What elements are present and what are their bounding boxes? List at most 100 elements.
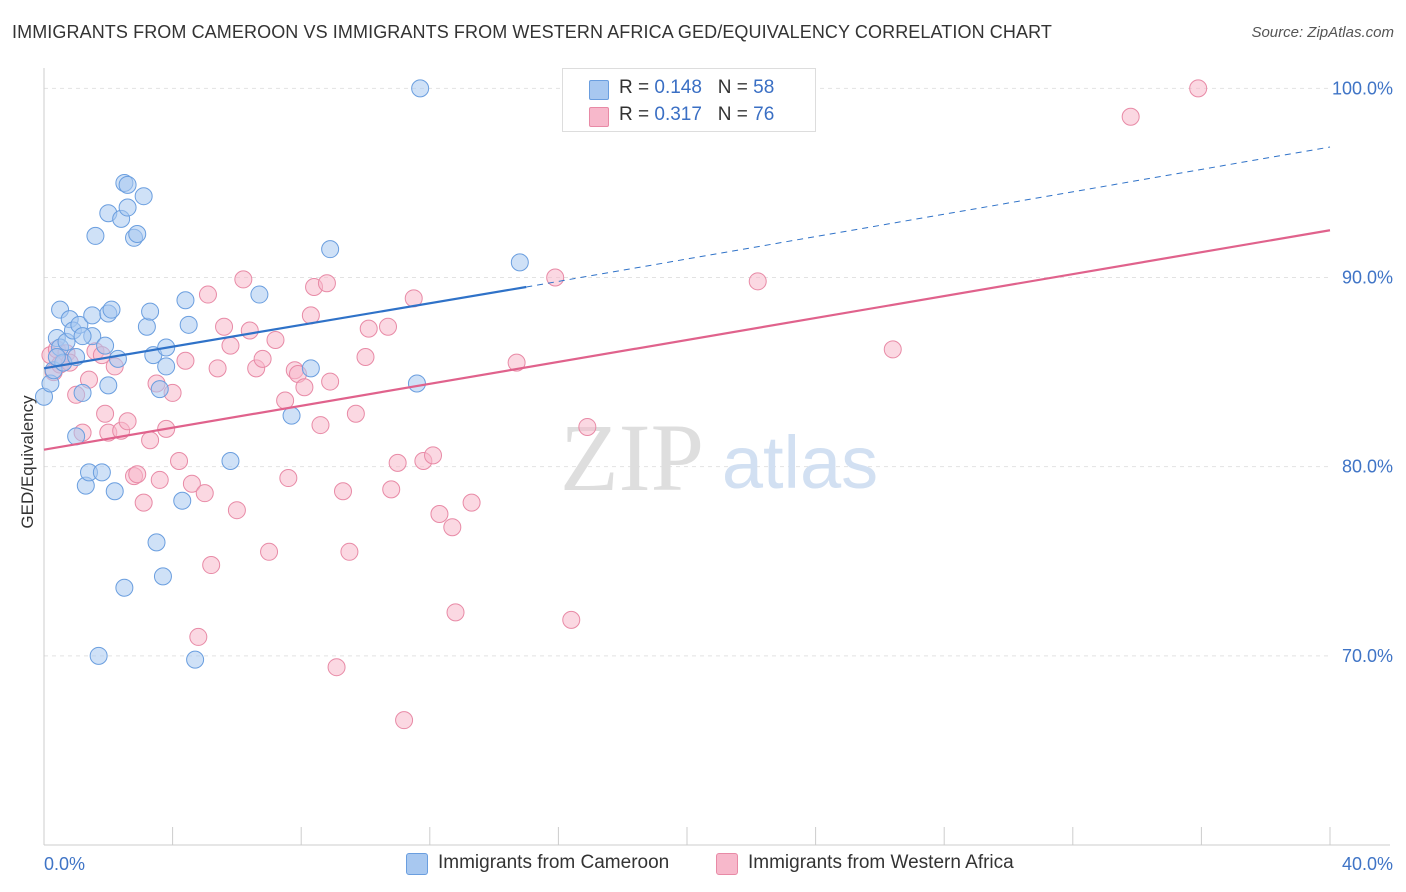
cameroon-point (407, 374, 426, 393)
western-africa-point (317, 274, 336, 293)
western-africa-point (182, 474, 201, 493)
legend-n-label: N = (717, 104, 754, 125)
cameroon-point (510, 253, 529, 272)
western-africa-point (195, 484, 214, 503)
grid-lines (44, 87, 1330, 657)
cameroon-point (173, 491, 192, 510)
cameroon-swatch-icon (589, 80, 609, 100)
cameroon-point (153, 567, 172, 586)
western-africa-point (748, 272, 767, 291)
cameroon-point (321, 240, 340, 259)
western-africa-point (170, 452, 189, 471)
x-tick-label: 0.0% (44, 854, 85, 874)
western-africa-point (198, 285, 217, 304)
western-africa-point (379, 317, 398, 336)
legend-r-value: 0.148 (654, 77, 702, 98)
cameroon-point (73, 383, 92, 402)
cameroon-point (47, 347, 66, 366)
cameroon-point (150, 380, 169, 399)
cameroon-point (134, 187, 153, 206)
western-africa-point (507, 353, 526, 372)
cameroon-trend-line (43, 285, 527, 370)
legend-r-value: 0.317 (654, 104, 702, 125)
bottom-legend-cameroon-label: Immigrants from Cameroon (438, 852, 670, 873)
cameroon-point (186, 650, 205, 669)
cameroon-point (89, 646, 108, 665)
y-tick-label: 90.0% (1342, 268, 1393, 288)
western-africa-point (128, 465, 147, 484)
western-africa-point (340, 542, 359, 561)
western-africa-point (327, 658, 346, 677)
western-africa-point (176, 351, 195, 370)
legend-n-value: 76 (753, 104, 775, 125)
western-africa-point (321, 372, 340, 391)
cameroon-point (282, 406, 301, 425)
western-africa-point (1121, 107, 1140, 126)
legend-n-value: 58 (753, 77, 775, 98)
y-tick-label: 70.0% (1342, 646, 1393, 666)
western-africa-point (253, 349, 272, 368)
western-africa-legend-icon (716, 853, 738, 875)
cameroon-point (411, 79, 430, 98)
western-africa-point (227, 501, 246, 520)
cameroon-point (147, 533, 166, 552)
western-africa-point (134, 493, 153, 512)
tick-labels: 70.0% 80.0% 90.0% 100.0% 0.0% 40.0% (44, 78, 1393, 874)
cameroon-point (137, 317, 156, 336)
western-africa-point (346, 404, 365, 423)
watermark-atlas: atlas (722, 421, 878, 504)
stats-legend: R = 0.148 N = 58 R = 0.317 N = 76 (562, 68, 816, 132)
cameroon-point (118, 175, 137, 194)
source-label: Source: ZipAtlas.com (1251, 24, 1394, 41)
western-africa-point (279, 469, 298, 488)
cameroon-point (73, 327, 92, 346)
western-africa-point (215, 317, 234, 336)
cameroon-point (157, 357, 176, 376)
legend-n-label: N = (717, 77, 754, 98)
cameroon-point (301, 359, 320, 378)
western-africa-point (430, 504, 449, 523)
y-axis-label: GED/Equivalency (18, 395, 37, 529)
cameroon-point (86, 226, 105, 245)
western-africa-point (388, 453, 407, 472)
cameroon-point (108, 349, 127, 368)
cameroon-point (176, 291, 195, 310)
western-africa-point (311, 416, 330, 435)
series-cameroon-points (35, 79, 529, 669)
western-africa-point (356, 347, 375, 366)
western-africa-point (883, 340, 902, 359)
western-africa-point (266, 330, 285, 349)
western-africa-point (141, 431, 160, 450)
western-africa-swatch-icon (589, 107, 609, 127)
western-africa-point (424, 446, 443, 465)
western-africa-point (359, 319, 378, 338)
cameroon-point (99, 376, 118, 395)
trend-lines (43, 146, 1331, 451)
western-africa-point (118, 412, 137, 431)
y-tick-label: 100.0% (1332, 78, 1393, 98)
cameroon-point (118, 198, 137, 217)
western-africa-point (208, 359, 227, 378)
western-africa-point (395, 711, 414, 730)
western-africa-point (234, 270, 253, 289)
cameroon-trend-extension (526, 146, 1331, 288)
western-africa-point (240, 321, 259, 340)
cameroon-point (92, 463, 111, 482)
cameroon-point (221, 452, 240, 471)
cameroon-point (83, 306, 102, 325)
cameroon-point (141, 302, 160, 321)
cameroon-point (250, 285, 269, 304)
western-africa-point (578, 417, 597, 436)
western-africa-trend-line (43, 229, 1331, 451)
western-africa-point (1189, 79, 1208, 98)
legend-r-label: R = (619, 77, 655, 98)
cameroon-legend-icon (406, 853, 428, 875)
chart-title: IMMIGRANTS FROM CAMEROON VS IMMIGRANTS F… (12, 22, 1052, 42)
bottom-legend-western-africa-label: Immigrants from Western Africa (748, 852, 1014, 873)
western-africa-point (202, 556, 221, 575)
cameroon-point (115, 578, 134, 597)
axes (43, 68, 1390, 846)
western-africa-point (221, 336, 240, 355)
western-africa-point (382, 480, 401, 499)
